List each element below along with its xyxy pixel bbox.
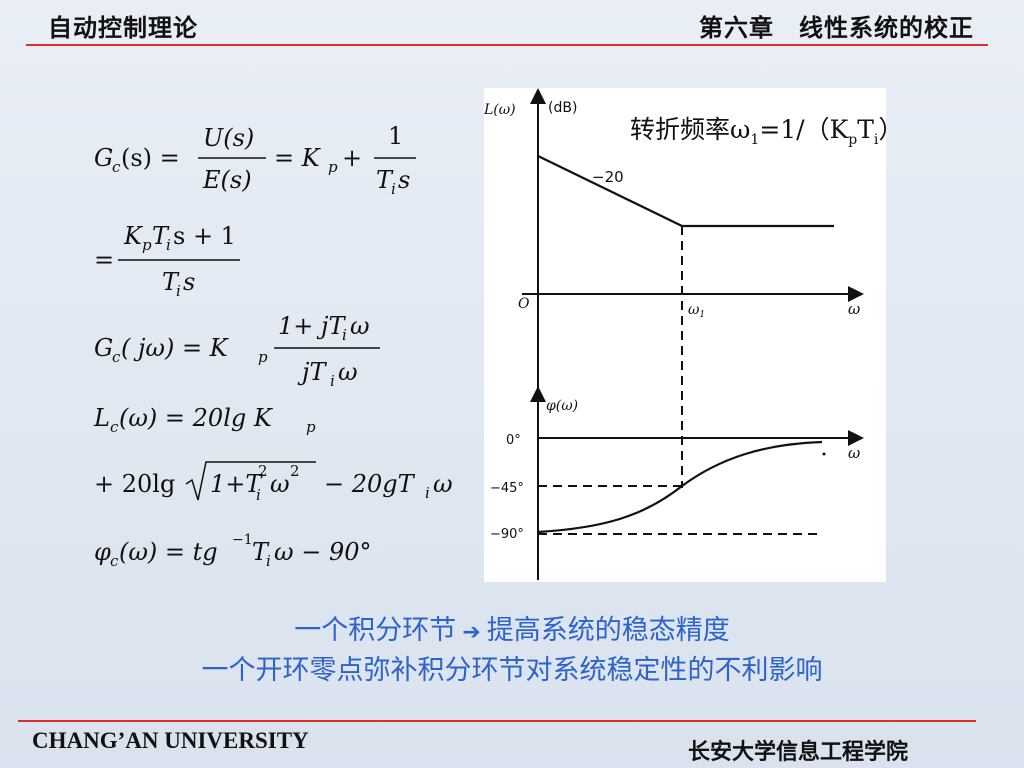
f4-sub: c: [110, 418, 119, 436]
f3-p: p: [258, 348, 268, 366]
f1-sub: c: [112, 158, 121, 176]
f3-num-i: i: [342, 326, 347, 344]
f2-num-tail: s + 1: [173, 222, 236, 250]
caption-line-1: 一个积分环节 ➔ 提高系统的稳态精度: [0, 608, 1024, 647]
f3-den-i: i: [330, 372, 335, 390]
phase-0-label: 0°: [506, 433, 521, 448]
f5-rad-w: ω: [270, 470, 290, 498]
formula-log-magnitude-continued: + 20lg 1+T i 2 ω 2 − 20gT i ω: [94, 461, 453, 504]
formula-svg: G c (s) = U(s) E(s) = K p + 1 T i s: [93, 122, 453, 570]
f5-b-i: i: [425, 484, 430, 502]
footer-divider: [18, 720, 976, 722]
f1-arg: (s) =: [121, 144, 180, 172]
arrow-icon: ➔: [462, 620, 481, 645]
magnitude-ylabel: L(ω): [484, 102, 516, 118]
f6-tail: ω − 90°: [274, 538, 371, 566]
caption-1a: 一个积分环节: [294, 615, 457, 646]
f3-num-w: ω: [350, 312, 370, 340]
f6-sub: c: [110, 552, 119, 570]
phase-90-label: −90°: [490, 527, 524, 542]
phase-45-label: −45°: [490, 481, 524, 496]
f4-p: p: [306, 418, 316, 436]
omega1-label: ω1: [688, 302, 705, 320]
f1-mid: = K: [274, 144, 322, 172]
formula-frequency-response: G c ( jω) = K p 1+ jT i ω jT i ω: [94, 312, 380, 390]
f3-lhs: G: [94, 334, 113, 362]
phase-curve: [537, 440, 823, 534]
header-divider: [26, 44, 988, 46]
f2-den-i: i: [176, 282, 181, 300]
f2-eq: =: [94, 246, 114, 274]
university-name: CHANG’AN UNIVERSITY: [32, 728, 309, 753]
f3-arg: ( jω) = K: [121, 334, 230, 362]
school-name: 长安大学信息工程学院: [687, 740, 908, 765]
magnitude-unit: (dB): [548, 100, 577, 116]
f1-lhs: G: [94, 144, 113, 172]
f1-den: E(s): [202, 166, 252, 194]
f2-den: T: [162, 268, 180, 296]
f5-a: + 20lg: [94, 470, 175, 498]
f1-plus: +: [342, 144, 362, 172]
f6-T: T: [252, 538, 270, 566]
f6-i: i: [266, 552, 271, 570]
chapter-title: 第六章 线性系统的校正: [699, 14, 974, 42]
f4-lhs: L: [93, 404, 110, 432]
f3-sub: c: [112, 348, 121, 366]
f5-b: − 20gT: [324, 470, 416, 498]
f6-rhs: (ω) = tg: [119, 538, 218, 566]
formula-log-magnitude: L c (ω) = 20lg K p: [93, 404, 316, 436]
f1-one: 1: [388, 122, 403, 150]
f1-num: U(s): [203, 124, 254, 152]
f1-p: p: [328, 158, 338, 176]
f5-b-w: ω: [433, 470, 453, 498]
f6-lhs: φ: [94, 538, 111, 566]
phase-omega-label: ω: [848, 444, 860, 462]
f2-num-T: T: [152, 222, 170, 250]
course-title: 自动控制理论: [48, 14, 198, 42]
f3-den-w: ω: [338, 358, 358, 386]
f3-den: jT: [297, 358, 327, 386]
f2-num-p: p: [142, 236, 152, 254]
stray-dot: [822, 452, 826, 456]
formula-panel: G c (s) = U(s) E(s) = K p + 1 T i s: [80, 108, 480, 588]
f5-rad-w2: 2: [290, 462, 300, 480]
f5-rad: 1+T: [210, 470, 263, 498]
f6-sup: −1: [232, 532, 253, 548]
f5-rad-2: 2: [258, 462, 268, 480]
formula-expanded: = K p T i s + 1 T i s: [94, 222, 240, 300]
bode-diagram: 转折频率ω1=1/（KpTi） L(ω) (dB) O ω −20 ω1 φ(ω…: [483, 88, 903, 582]
f2-den-s: s: [183, 268, 195, 296]
slope-label: −20: [592, 168, 624, 186]
caption-1b: 提高系统的稳态精度: [486, 615, 730, 646]
origin-label: O: [518, 296, 530, 312]
f1-den2: T: [376, 166, 394, 194]
f5-radical-sign: [185, 461, 316, 501]
f1-s: s: [398, 166, 410, 194]
omega-axis-label: ω: [848, 300, 860, 318]
formula-transfer-function: G c (s) = U(s) E(s) = K p + 1 T i s: [94, 122, 416, 198]
f4-rhs: (ω) = 20lg K: [119, 404, 274, 432]
f3-num: 1+ jT: [278, 312, 346, 340]
f2-num: K: [123, 222, 144, 250]
caption-line-2: 一个开环零点弥补积分环节对系统稳定性的不利影响: [201, 655, 823, 686]
f5-rad-i: i: [256, 486, 261, 504]
bode-svg: 转折频率ω1=1/（KpTi） L(ω) (dB) O ω −20 ω1 φ(ω…: [483, 88, 903, 580]
f2-num-i: i: [166, 236, 171, 254]
magnitude-asymptote: [537, 155, 834, 228]
phase-ylabel: φ(ω): [546, 398, 578, 414]
formula-phase: φ c (ω) = tg −1 T i ω − 90°: [94, 532, 371, 570]
corner-frequency-annotation: 转折频率ω1=1/（KpTi）: [630, 115, 886, 148]
f1-i: i: [391, 180, 396, 198]
